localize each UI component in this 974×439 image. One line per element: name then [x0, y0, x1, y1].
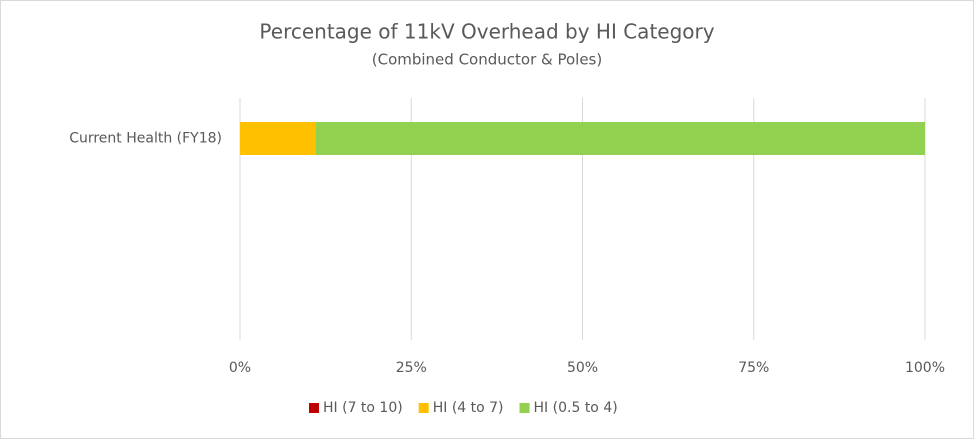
x-tick-label: 25%: [396, 360, 427, 376]
y-tick-label: Current Health (FY18): [69, 131, 222, 147]
chart-subtitle: (Combined Conductor & Poles): [372, 51, 602, 69]
bar-segment: [315, 122, 926, 155]
x-tick-label: 0%: [229, 360, 251, 376]
x-tick-label: 50%: [567, 360, 598, 376]
bar-segment: [240, 122, 316, 155]
legend-label: HI (7 to 10): [323, 400, 403, 416]
legend-swatch: [309, 403, 319, 413]
legend-label: HI (0.5 to 4): [534, 400, 618, 416]
legend-label: HI (4 to 7): [433, 400, 504, 416]
legend-swatch: [519, 403, 530, 413]
x-tick-label: 100%: [905, 360, 945, 376]
chart-title: Percentage of 11kV Overhead by HI Catego…: [259, 20, 714, 44]
x-tick-label: 75%: [738, 360, 769, 376]
legend-swatch: [418, 403, 429, 413]
